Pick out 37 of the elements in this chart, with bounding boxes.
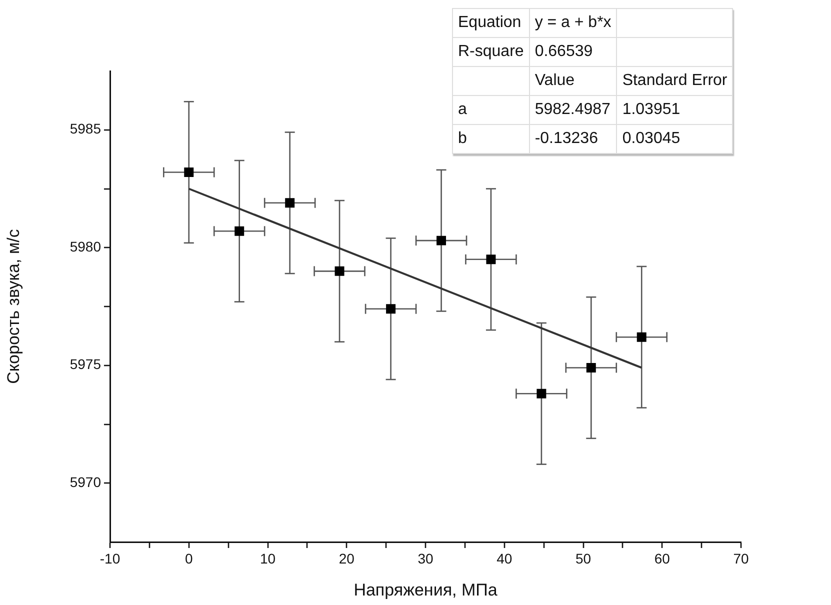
x-tick-label: 20 bbox=[338, 550, 355, 566]
x-tick-label: 70 bbox=[733, 550, 749, 566]
point bbox=[586, 362, 596, 372]
x-tick-label: 60 bbox=[654, 550, 670, 566]
text: y = a + b*x bbox=[529, 8, 617, 38]
x-tick-label: 10 bbox=[260, 550, 276, 566]
x-tick-label: -10 bbox=[100, 550, 120, 566]
x-tick-label: 0 bbox=[184, 550, 193, 566]
text: 0.66539 bbox=[529, 38, 617, 66]
y-tick-label: 5970 bbox=[70, 474, 102, 490]
x-tick-label: 40 bbox=[496, 550, 512, 566]
annotation: Standard Error bbox=[616, 66, 733, 96]
y-tick-label: 5975 bbox=[70, 356, 102, 372]
annotation: 1.03951 bbox=[616, 96, 733, 124]
point bbox=[334, 266, 344, 276]
annotation: Value bbox=[529, 66, 617, 96]
y-axis-title: Скорость звука, м/с bbox=[4, 228, 23, 384]
point bbox=[285, 198, 295, 208]
y-tick-label: 5980 bbox=[70, 238, 102, 254]
annotation: a bbox=[452, 96, 530, 124]
text: R-square bbox=[452, 38, 530, 66]
point bbox=[536, 388, 546, 398]
annotation: 5982.4987 bbox=[529, 96, 617, 124]
point bbox=[436, 236, 446, 246]
point bbox=[386, 304, 396, 314]
x-tick-label: 50 bbox=[575, 550, 592, 566]
annotation: -0.13236 bbox=[529, 124, 617, 154]
point bbox=[184, 168, 194, 178]
annotation: b bbox=[452, 124, 530, 154]
point bbox=[636, 332, 646, 342]
x-axis-title: Напряжения, МПа bbox=[354, 580, 498, 600]
text: Equation bbox=[452, 8, 530, 38]
annotation: 0.03045 bbox=[616, 124, 733, 154]
point bbox=[234, 226, 244, 236]
y-tick-label: 5985 bbox=[70, 120, 102, 137]
point bbox=[486, 254, 496, 264]
x-tick-label: 30 bbox=[418, 550, 434, 566]
